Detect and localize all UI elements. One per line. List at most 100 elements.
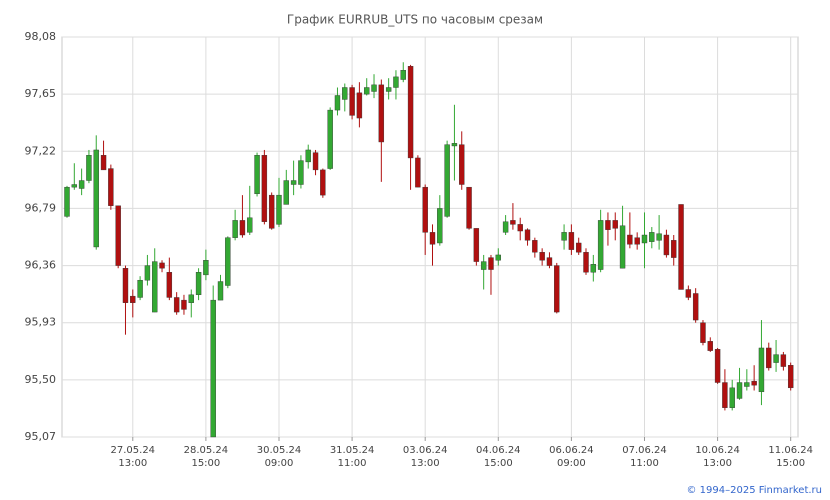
- candle-body: [64, 186, 70, 217]
- candle-body: [502, 221, 509, 233]
- candle-body: [378, 84, 385, 143]
- candle-body: [444, 144, 450, 217]
- candle-body: [371, 84, 377, 92]
- candle-body: [517, 224, 523, 232]
- y-tick-label: 95,93: [25, 316, 57, 329]
- candle-body: [254, 155, 260, 195]
- candle-body: [217, 281, 224, 301]
- candle-body: [166, 272, 173, 298]
- candle-body: [495, 254, 501, 261]
- candle-body: [751, 380, 757, 386]
- candle-body: [181, 299, 187, 310]
- candle-body: [744, 382, 750, 387]
- candle-body: [773, 354, 779, 363]
- candle-body: [298, 160, 304, 185]
- candle-body: [100, 155, 107, 171]
- candle-body: [722, 382, 728, 408]
- x-tick-label: 31.05.24 11:00: [329, 445, 375, 469]
- candle-body: [561, 232, 567, 241]
- candle-body: [86, 155, 92, 181]
- candle-body: [78, 180, 85, 189]
- chart-title: График EURRUB_UTS по часовым срезам: [287, 13, 543, 27]
- y-tick-label: 96,36: [25, 259, 57, 272]
- candle-body: [627, 234, 633, 245]
- candle-body: [334, 95, 341, 111]
- candle-body: [422, 186, 428, 233]
- candle-body: [283, 180, 289, 205]
- candle-body: [268, 194, 275, 229]
- candles: [64, 62, 794, 438]
- candle-body: [634, 237, 640, 245]
- candle-body: [152, 261, 158, 313]
- candle-body: [327, 109, 333, 169]
- candle-body: [707, 341, 713, 351]
- x-tick-label: 03.06.24 13:00: [402, 445, 448, 469]
- candle-body: [685, 289, 692, 298]
- candle-body: [488, 257, 494, 270]
- candle-body: [780, 354, 787, 367]
- candle-body: [583, 252, 589, 273]
- candle-body: [93, 149, 99, 248]
- candle-body: [393, 76, 399, 88]
- x-tick-label: 27.05.24 13:00: [110, 445, 156, 469]
- candle-body: [137, 279, 143, 298]
- candle-body: [342, 87, 348, 100]
- candle-body: [407, 66, 414, 159]
- candle-body: [232, 220, 238, 238]
- candle-body: [510, 220, 516, 225]
- candle-body: [144, 265, 151, 281]
- candle-body: [203, 260, 209, 276]
- candle-body: [364, 87, 370, 95]
- candle-body: [305, 149, 311, 163]
- candle-body: [71, 184, 78, 188]
- y-tick-label: 96,79: [25, 201, 57, 214]
- x-tick-label: 11.06.24 15:00: [768, 445, 813, 469]
- x-tick-label: 30.05.24 09:00: [256, 445, 302, 469]
- x-tick-label: 07.06.24 11:00: [622, 445, 667, 469]
- candle-body: [729, 387, 735, 408]
- candle-body: [356, 92, 363, 119]
- candle-body: [130, 295, 136, 303]
- candle-body: [576, 242, 582, 253]
- y-tick-label: 97,65: [25, 87, 57, 100]
- candle-body: [276, 194, 282, 225]
- candle-body: [532, 240, 538, 253]
- candle-body: [195, 272, 202, 296]
- candle-body: [122, 268, 129, 303]
- candle-body: [736, 382, 743, 399]
- candle-body: [766, 347, 772, 369]
- candle-body: [554, 265, 560, 313]
- candle-body: [605, 220, 611, 230]
- candle-body: [546, 257, 553, 266]
- candle-body: [692, 293, 699, 321]
- candle-body: [429, 232, 436, 245]
- candle-body: [349, 87, 355, 116]
- candle-body: [173, 297, 180, 313]
- candle-body: [612, 220, 618, 229]
- candle-body: [239, 220, 246, 236]
- candle-body: [641, 234, 648, 244]
- candle-body: [385, 87, 392, 92]
- candle-body: [597, 220, 604, 270]
- candle-body: [678, 204, 684, 290]
- candle-body: [700, 322, 706, 343]
- candle-body: [539, 252, 545, 261]
- candle-body: [415, 157, 421, 188]
- x-tick-label: 04.06.24 15:00: [476, 445, 521, 469]
- x-tick-label: 10.06.24 13:00: [695, 445, 740, 469]
- x-tick-label: 28.05.24 15:00: [183, 445, 229, 469]
- credit: © 1994–2025 Finmarket.ru: [686, 485, 822, 496]
- candle-body: [480, 261, 487, 270]
- candle-body: [437, 208, 443, 244]
- candle-body: [473, 228, 480, 262]
- candle-body: [590, 264, 597, 273]
- y-tick-label: 97,22: [25, 144, 57, 157]
- candle-body: [649, 232, 655, 242]
- candle-body: [261, 155, 268, 222]
- candle-body: [225, 237, 231, 286]
- candle-body: [290, 180, 297, 185]
- candle-body: [663, 234, 670, 256]
- candle-body: [568, 232, 575, 250]
